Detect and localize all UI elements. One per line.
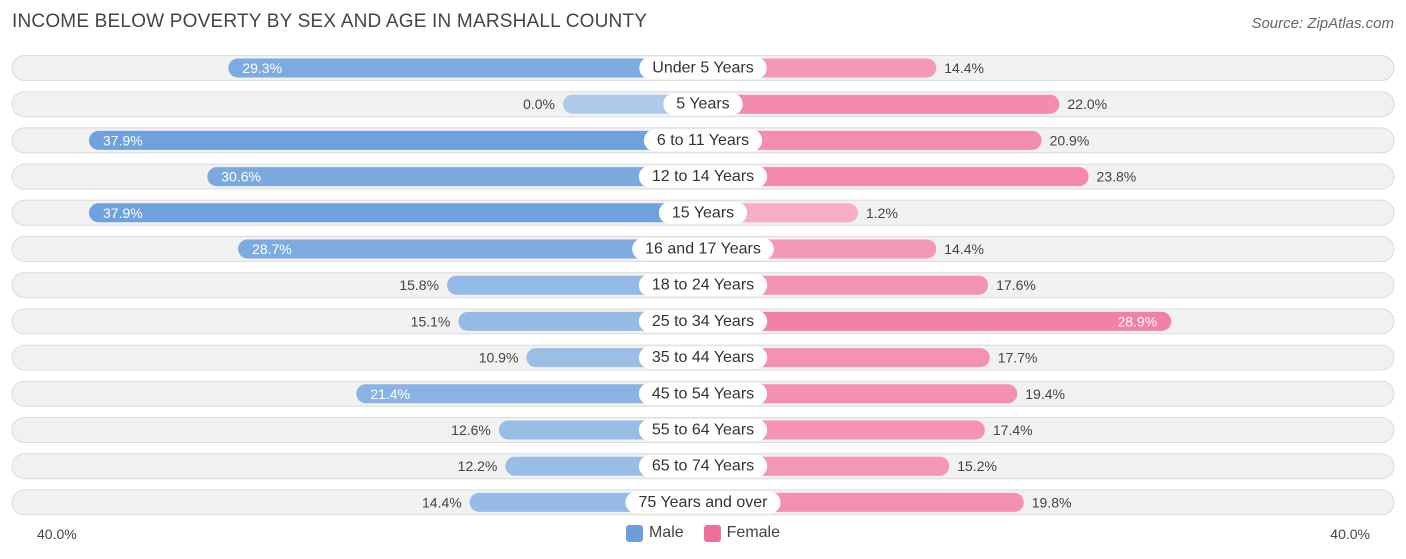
- legend-label-female: Female: [726, 524, 781, 541]
- category-pill: [643, 129, 763, 152]
- source-note: Source: ZipAtlas.com: [1251, 15, 1394, 32]
- category-pill: [663, 93, 743, 116]
- category-pill: [625, 491, 781, 514]
- bar-male: [356, 384, 703, 404]
- row-6: 18 to 24 Years 15.8% 17.6%: [11, 272, 1395, 299]
- row-3: 12 to 14 Years 30.6% 23.8%: [11, 163, 1395, 190]
- bar-male: [89, 203, 703, 223]
- row-2: 6 to 11 Years 37.9% 20.9%: [11, 127, 1395, 154]
- value-label-male: 37.9%: [103, 132, 143, 148]
- row-7: 25 to 34 Years 15.1% 28.9%: [11, 308, 1395, 335]
- chart-title: INCOME BELOW POVERTY BY SEX AND AGE IN M…: [12, 11, 648, 32]
- category-pill: [639, 57, 767, 79]
- value-label-female: 17.4%: [993, 422, 1033, 438]
- row-4: 15 Years 37.9% 1.2%: [11, 199, 1395, 226]
- legend: Male Female: [0, 524, 1406, 542]
- bar-male: [447, 275, 703, 295]
- value-label-female: 23.8%: [1097, 169, 1137, 185]
- value-label-male: 28.7%: [252, 241, 292, 257]
- row-9: 45 to 54 Years 21.4% 19.4%: [11, 380, 1395, 407]
- bar-female: [703, 311, 1172, 331]
- category-label: 16 and 17 Years: [645, 241, 761, 258]
- value-label-female: 19.8%: [1032, 494, 1072, 510]
- value-label-female: 19.4%: [1025, 386, 1065, 402]
- bar-male: [207, 167, 703, 187]
- value-label-female: 17.7%: [998, 350, 1038, 366]
- category-label: Under 5 Years: [652, 60, 753, 77]
- legend-swatch-female: [703, 524, 721, 542]
- category-pill: [638, 346, 768, 369]
- category-pill: [638, 274, 768, 297]
- value-label-female: 15.2%: [957, 458, 997, 474]
- category-pill: [638, 310, 768, 333]
- row-0: Under 5 Years 29.3% 14.4%: [11, 55, 1395, 81]
- category-label: 25 to 34 Years: [652, 313, 754, 330]
- row-11: 65 to 74 Years 12.2% 15.2%: [11, 453, 1395, 480]
- legend-label-male: Male: [648, 524, 684, 541]
- value-label-female: 22.0%: [1067, 96, 1107, 112]
- category-label: 12 to 14 Years: [652, 168, 754, 185]
- category-label: 55 to 64 Years: [652, 422, 754, 439]
- value-label-male: 37.9%: [103, 205, 143, 221]
- legend-item-male: Male: [625, 524, 684, 542]
- bar-female: [703, 384, 1018, 404]
- value-label-male: 14.4%: [422, 494, 462, 510]
- value-label-female: 17.6%: [996, 277, 1036, 293]
- category-label: 5 Years: [676, 96, 729, 113]
- axis-left-label: 40.0%: [37, 526, 77, 542]
- value-label-male: 15.1%: [411, 313, 451, 329]
- value-label-female: 14.4%: [944, 60, 984, 76]
- category-pill: [658, 201, 748, 224]
- bar-male: [228, 58, 703, 78]
- category-label: 18 to 24 Years: [652, 277, 754, 294]
- value-label-male: 12.2%: [458, 458, 498, 474]
- value-label-male: 15.8%: [399, 277, 439, 293]
- bar-female: [703, 167, 1089, 187]
- bar-male: [89, 130, 703, 150]
- diverging-bar-chart: Under 5 Years 29.3% 14.4% 5 Years 0.0% 22.0% 6…: [11, 55, 1395, 516]
- category-pill: [632, 238, 774, 260]
- legend-swatch-male: [625, 524, 643, 542]
- value-label-male: 29.3%: [242, 60, 282, 76]
- category-label: 75 Years and over: [639, 494, 769, 511]
- category-pill: [638, 165, 768, 188]
- category-label: 6 to 11 Years: [657, 132, 749, 149]
- category-pill: [638, 419, 768, 441]
- bar-female: [703, 348, 990, 368]
- category-pill: [638, 382, 768, 405]
- value-label-male: 30.6%: [221, 169, 261, 185]
- value-label-male: 0.0%: [523, 96, 555, 112]
- row-5: 16 and 17 Years 28.7% 14.4%: [11, 236, 1395, 262]
- axis-right-label: 40.0%: [1330, 526, 1370, 542]
- category-label: 65 to 74 Years: [652, 458, 754, 475]
- bar-female: [703, 492, 1024, 512]
- value-label-female: 1.2%: [866, 205, 898, 221]
- bar-female: [703, 94, 1060, 114]
- value-label-female: 28.9%: [1117, 313, 1157, 329]
- value-label-female: 14.4%: [944, 241, 984, 257]
- bar-female: [703, 130, 1042, 150]
- bar-female: [703, 275, 989, 295]
- category-label: 15 Years: [672, 204, 734, 221]
- row-1: 5 Years 0.0% 22.0%: [11, 91, 1395, 118]
- value-label-female: 20.9%: [1050, 132, 1090, 148]
- category-label: 45 to 54 Years: [652, 385, 754, 402]
- row-10: 55 to 64 Years 12.6% 17.4%: [11, 417, 1395, 443]
- bar-male: [238, 239, 703, 259]
- value-label-male: 10.9%: [479, 350, 519, 366]
- value-label-male: 21.4%: [370, 386, 410, 402]
- bar-female: [703, 420, 985, 440]
- value-label-male: 12.6%: [451, 422, 491, 438]
- category-label: 35 to 44 Years: [652, 349, 754, 366]
- row-12: 75 Years and over 14.4% 19.8%: [11, 489, 1395, 516]
- row-8: 35 to 44 Years 10.9% 17.7%: [11, 344, 1395, 371]
- category-pill: [638, 455, 768, 478]
- legend-item-female: Female: [703, 524, 781, 542]
